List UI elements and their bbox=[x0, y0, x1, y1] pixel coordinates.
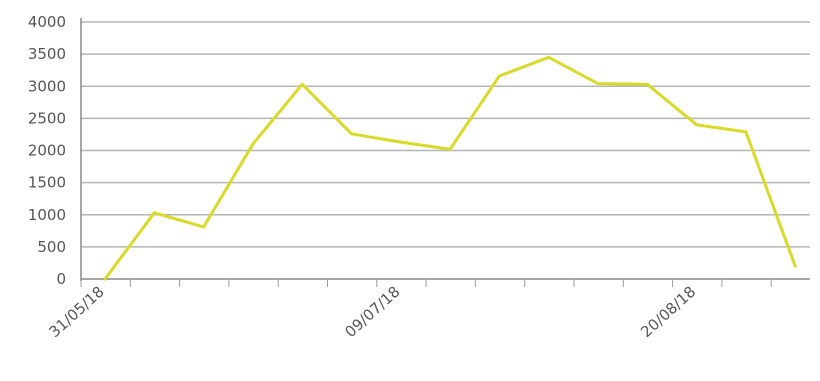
gridlines bbox=[81, 21, 810, 248]
data-point bbox=[793, 264, 797, 268]
data-point bbox=[695, 123, 699, 127]
data-point bbox=[596, 82, 600, 86]
y-tick-label: 2500 bbox=[28, 109, 66, 127]
x-tick-label: 09/07/18 bbox=[341, 283, 403, 341]
data-point bbox=[350, 132, 353, 136]
data-point bbox=[300, 82, 304, 86]
y-tick-label: 3500 bbox=[28, 45, 66, 63]
x-axis-tick-labels: 31/05/18 09/07/18 20/08/18 bbox=[46, 283, 700, 341]
x-tick-label: 31/05/18 bbox=[46, 283, 108, 341]
data-point bbox=[645, 82, 649, 86]
y-tick-label: 0 bbox=[56, 270, 66, 288]
y-axis-tick-labels: 0 500 1000 1500 2000 2500 3000 3500 4000 bbox=[28, 13, 66, 288]
axes bbox=[80, 18, 810, 287]
y-tick-label: 500 bbox=[37, 238, 66, 256]
series-layer bbox=[103, 55, 797, 281]
data-point bbox=[103, 277, 107, 281]
series-line bbox=[103, 55, 797, 281]
y-tick-label: 2000 bbox=[28, 142, 66, 160]
data-point bbox=[399, 140, 403, 144]
data-point bbox=[251, 142, 255, 146]
y-tick-label: 4000 bbox=[28, 13, 66, 31]
data-point bbox=[547, 55, 551, 59]
y-tick-label: 3000 bbox=[28, 77, 66, 95]
y-tick-label: 1000 bbox=[28, 206, 66, 224]
data-point bbox=[497, 74, 501, 78]
x-tick-label: 20/08/18 bbox=[637, 283, 699, 341]
data-point bbox=[152, 211, 156, 215]
data-point bbox=[448, 147, 452, 151]
y-tick-label: 1500 bbox=[28, 174, 66, 192]
data-point bbox=[202, 225, 206, 229]
data-point bbox=[744, 130, 748, 134]
